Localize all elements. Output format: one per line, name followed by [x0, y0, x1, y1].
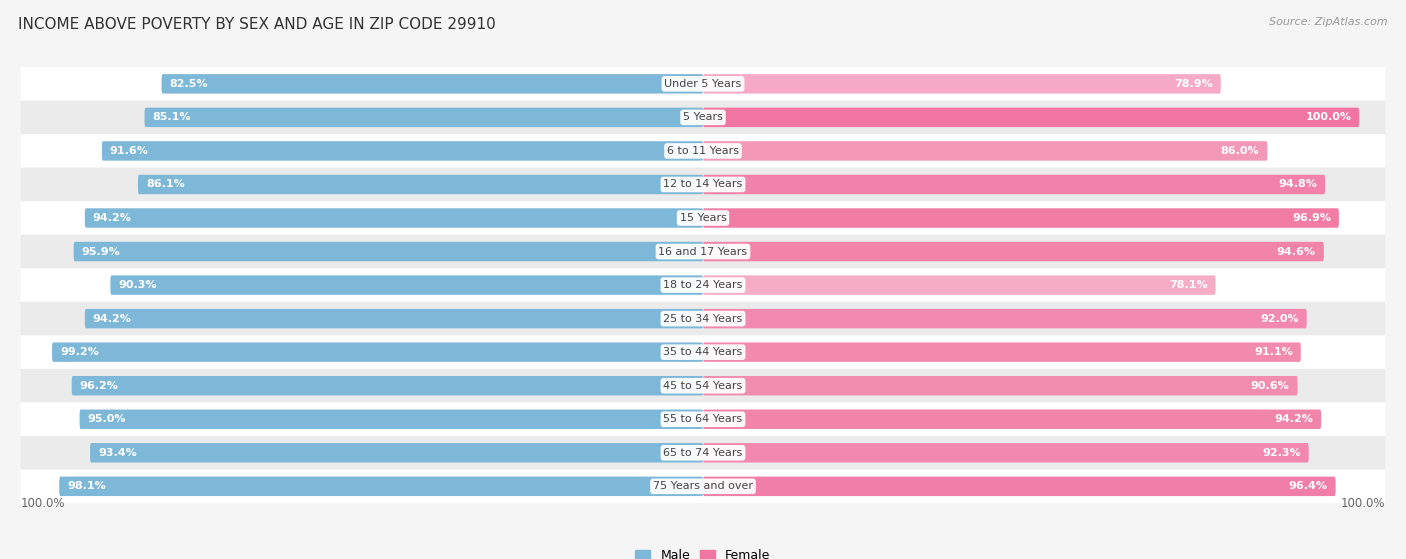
Text: 99.2%: 99.2% [60, 347, 98, 357]
Text: 75 Years and over: 75 Years and over [652, 481, 754, 491]
Text: 98.1%: 98.1% [67, 481, 105, 491]
Text: 86.1%: 86.1% [146, 179, 184, 190]
FancyBboxPatch shape [21, 67, 1385, 101]
FancyBboxPatch shape [21, 168, 1385, 201]
FancyBboxPatch shape [703, 477, 1336, 496]
Text: 86.0%: 86.0% [1220, 146, 1260, 156]
FancyBboxPatch shape [145, 108, 703, 127]
Text: 95.0%: 95.0% [87, 414, 127, 424]
FancyBboxPatch shape [162, 74, 703, 93]
FancyBboxPatch shape [21, 335, 1385, 369]
Text: Under 5 Years: Under 5 Years [665, 79, 741, 89]
Text: 45 to 54 Years: 45 to 54 Years [664, 381, 742, 391]
FancyBboxPatch shape [21, 436, 1385, 470]
Text: 96.9%: 96.9% [1292, 213, 1331, 223]
Text: Source: ZipAtlas.com: Source: ZipAtlas.com [1270, 17, 1388, 27]
Text: 55 to 64 Years: 55 to 64 Years [664, 414, 742, 424]
Text: 12 to 14 Years: 12 to 14 Years [664, 179, 742, 190]
FancyBboxPatch shape [21, 201, 1385, 235]
FancyBboxPatch shape [703, 309, 1306, 328]
Text: 94.2%: 94.2% [1274, 414, 1313, 424]
FancyBboxPatch shape [59, 477, 703, 496]
FancyBboxPatch shape [21, 101, 1385, 134]
Text: 82.5%: 82.5% [170, 79, 208, 89]
FancyBboxPatch shape [111, 276, 703, 295]
Text: 90.3%: 90.3% [118, 280, 157, 290]
Text: INCOME ABOVE POVERTY BY SEX AND AGE IN ZIP CODE 29910: INCOME ABOVE POVERTY BY SEX AND AGE IN Z… [18, 17, 496, 32]
FancyBboxPatch shape [101, 141, 703, 160]
Text: 92.0%: 92.0% [1260, 314, 1299, 324]
FancyBboxPatch shape [73, 242, 703, 261]
FancyBboxPatch shape [21, 470, 1385, 503]
FancyBboxPatch shape [703, 108, 1360, 127]
FancyBboxPatch shape [703, 74, 1220, 93]
Text: 5 Years: 5 Years [683, 112, 723, 122]
FancyBboxPatch shape [21, 369, 1385, 402]
Text: 91.6%: 91.6% [110, 146, 149, 156]
Text: 25 to 34 Years: 25 to 34 Years [664, 314, 742, 324]
FancyBboxPatch shape [703, 410, 1322, 429]
FancyBboxPatch shape [52, 343, 703, 362]
Text: 92.3%: 92.3% [1263, 448, 1301, 458]
FancyBboxPatch shape [703, 175, 1324, 194]
Text: 94.2%: 94.2% [93, 314, 132, 324]
FancyBboxPatch shape [21, 402, 1385, 436]
Text: 100.0%: 100.0% [1341, 497, 1385, 510]
FancyBboxPatch shape [21, 235, 1385, 268]
Text: 94.8%: 94.8% [1278, 179, 1317, 190]
FancyBboxPatch shape [138, 175, 703, 194]
Text: 85.1%: 85.1% [152, 112, 191, 122]
FancyBboxPatch shape [90, 443, 703, 462]
Text: 78.1%: 78.1% [1168, 280, 1208, 290]
FancyBboxPatch shape [21, 302, 1385, 335]
Text: 65 to 74 Years: 65 to 74 Years [664, 448, 742, 458]
FancyBboxPatch shape [80, 410, 703, 429]
FancyBboxPatch shape [703, 443, 1309, 462]
FancyBboxPatch shape [703, 343, 1301, 362]
Text: 96.2%: 96.2% [80, 381, 118, 391]
Text: 90.6%: 90.6% [1251, 381, 1289, 391]
FancyBboxPatch shape [703, 276, 1216, 295]
FancyBboxPatch shape [703, 376, 1298, 395]
Text: 78.9%: 78.9% [1174, 79, 1213, 89]
Legend: Male, Female: Male, Female [636, 549, 770, 559]
FancyBboxPatch shape [703, 141, 1267, 160]
Text: 16 and 17 Years: 16 and 17 Years [658, 247, 748, 257]
Text: 94.6%: 94.6% [1277, 247, 1316, 257]
Text: 100.0%: 100.0% [21, 497, 65, 510]
FancyBboxPatch shape [703, 242, 1324, 261]
FancyBboxPatch shape [21, 134, 1385, 168]
Text: 91.1%: 91.1% [1254, 347, 1294, 357]
Text: 15 Years: 15 Years [679, 213, 727, 223]
Text: 100.0%: 100.0% [1305, 112, 1351, 122]
FancyBboxPatch shape [84, 209, 703, 228]
Text: 18 to 24 Years: 18 to 24 Years [664, 280, 742, 290]
Text: 94.2%: 94.2% [93, 213, 132, 223]
Text: 95.9%: 95.9% [82, 247, 121, 257]
FancyBboxPatch shape [72, 376, 703, 395]
Text: 6 to 11 Years: 6 to 11 Years [666, 146, 740, 156]
FancyBboxPatch shape [703, 209, 1339, 228]
FancyBboxPatch shape [84, 309, 703, 328]
Text: 96.4%: 96.4% [1289, 481, 1327, 491]
Text: 35 to 44 Years: 35 to 44 Years [664, 347, 742, 357]
Text: 93.4%: 93.4% [98, 448, 136, 458]
FancyBboxPatch shape [21, 268, 1385, 302]
